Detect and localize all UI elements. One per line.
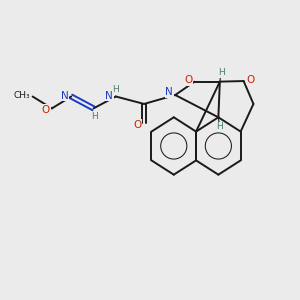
Text: N: N	[105, 91, 113, 101]
Text: H: H	[91, 112, 98, 121]
Text: CH₃: CH₃	[13, 92, 30, 100]
Text: H: H	[218, 68, 225, 77]
Text: N: N	[165, 87, 173, 97]
Text: H: H	[217, 122, 223, 131]
Text: O: O	[134, 120, 142, 130]
Text: N: N	[61, 91, 69, 101]
Text: H: H	[112, 85, 119, 94]
Text: O: O	[184, 75, 192, 85]
Text: O: O	[246, 75, 254, 85]
Text: O: O	[42, 105, 50, 115]
